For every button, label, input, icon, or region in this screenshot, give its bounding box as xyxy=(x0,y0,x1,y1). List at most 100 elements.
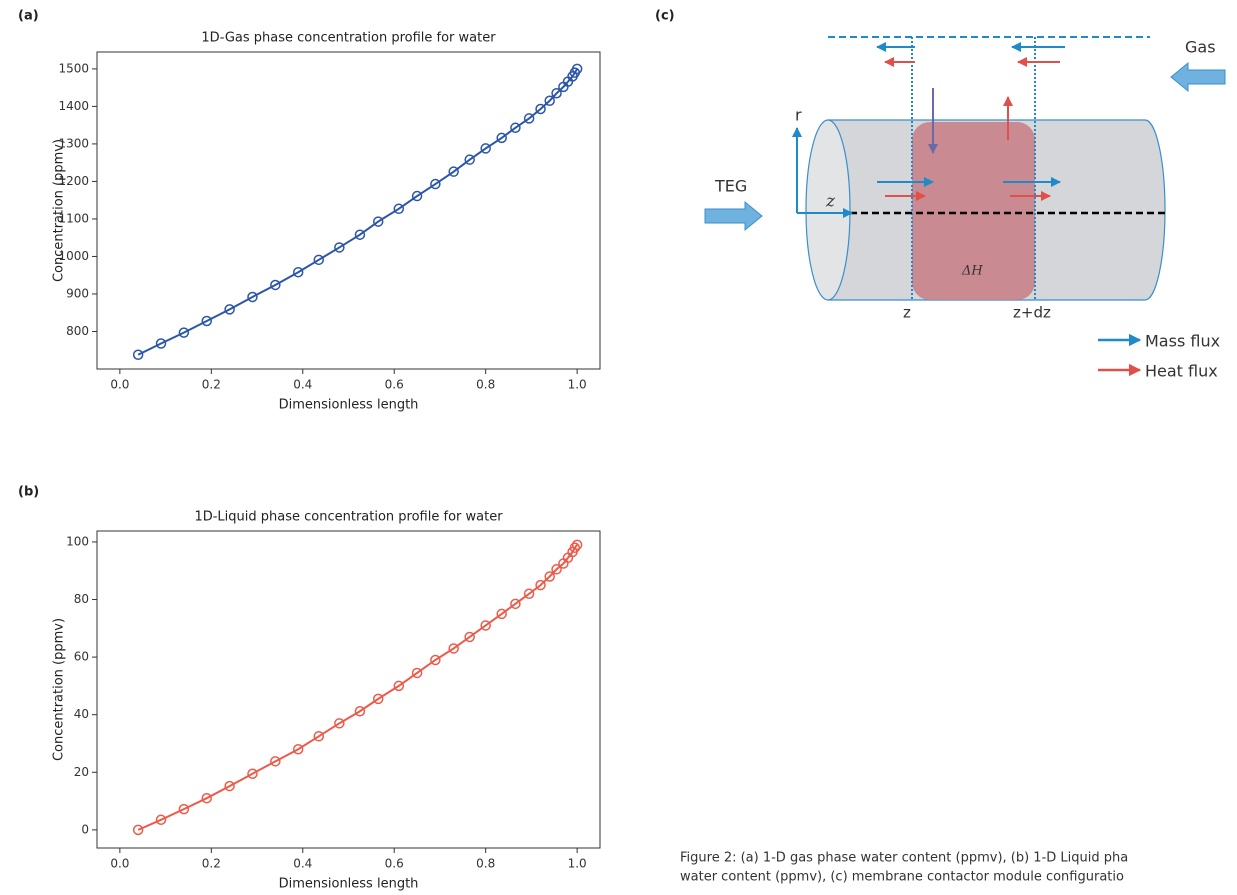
data-point xyxy=(510,598,521,610)
diagram: Gas r TEG z ΔH z z+dz Mass flux Heat flu… xyxy=(704,36,1226,381)
panel-label: (a) xyxy=(18,9,39,24)
x-tick-label: 0.4 xyxy=(293,378,312,392)
data-point xyxy=(372,216,384,227)
caption-line: Figure 2: (a) 1-D gas phase water conten… xyxy=(680,851,1128,866)
data-point xyxy=(510,122,521,134)
data-point xyxy=(247,768,258,779)
x-tick-label: 0.0 xyxy=(110,857,129,871)
data-point xyxy=(448,643,459,654)
data-point xyxy=(523,113,535,124)
data-point xyxy=(354,229,366,240)
data-point xyxy=(354,705,366,717)
data-point xyxy=(480,620,491,631)
y-tick-label: 40 xyxy=(74,707,89,721)
data-point xyxy=(464,631,475,643)
data-point xyxy=(551,564,562,575)
data-point xyxy=(247,291,258,303)
y-tick-label: 1300 xyxy=(58,136,89,150)
chart-title: 1D-Gas phase concentration profile for w… xyxy=(201,31,496,46)
control-volume xyxy=(912,122,1035,300)
y-tick-label: 20 xyxy=(74,765,89,779)
data-point xyxy=(224,780,235,792)
data-point xyxy=(496,132,507,144)
data-point xyxy=(393,680,405,692)
zdz-label: z+dz xyxy=(1013,304,1051,322)
x-tick-label: 1.0 xyxy=(568,378,587,392)
data-point xyxy=(480,143,491,154)
gas-label: Gas xyxy=(1185,38,1216,57)
y-tick-label: 900 xyxy=(66,286,89,300)
z-label: z xyxy=(903,304,911,322)
data-point xyxy=(523,588,535,600)
data-point xyxy=(544,571,555,582)
y-tick-label: 1000 xyxy=(58,249,89,263)
plot-frame xyxy=(96,530,601,849)
x-tick-label: 0.8 xyxy=(476,857,495,871)
y-tick-label: 1400 xyxy=(58,99,89,113)
y-tick-label: 60 xyxy=(74,650,89,664)
panel-label: (c) xyxy=(655,9,675,24)
y-tick-label: 1500 xyxy=(58,61,89,75)
y-tick-label: 800 xyxy=(66,324,89,338)
data-point xyxy=(132,349,144,360)
y-tick-label: 100 xyxy=(66,534,89,548)
data-point xyxy=(411,190,423,202)
data-point xyxy=(393,203,405,215)
x-axis-label: Dimensionless length xyxy=(279,877,419,892)
plot-frame xyxy=(96,51,601,370)
data-point xyxy=(535,103,546,115)
x-tick-label: 0.0 xyxy=(110,378,129,392)
data-point xyxy=(334,718,345,729)
y-tick-label: 0 xyxy=(81,822,89,836)
data-point xyxy=(464,154,475,165)
delta-h-label: ΔH xyxy=(961,264,983,279)
data-point xyxy=(372,693,384,705)
r-label: r xyxy=(795,106,802,125)
y-tick-label: 1200 xyxy=(58,174,89,188)
data-point xyxy=(224,304,235,315)
y-tick-label: 1100 xyxy=(58,211,89,225)
series-line xyxy=(137,544,578,831)
chart-title: 1D-Liquid phase concentration profile fo… xyxy=(194,510,503,525)
legend-mass: Mass flux xyxy=(1145,332,1220,351)
data-point xyxy=(571,539,583,551)
data-point xyxy=(178,327,190,338)
data-point xyxy=(411,667,423,679)
data-point xyxy=(448,166,459,177)
caption-line: water content (ppmv), (c) membrane conta… xyxy=(680,870,1124,885)
x-tick-label: 0.4 xyxy=(293,857,312,871)
data-point xyxy=(430,654,441,666)
data-point xyxy=(201,792,212,804)
data-point xyxy=(544,95,555,107)
x-tick-label: 0.6 xyxy=(385,857,404,871)
data-point xyxy=(313,731,325,742)
x-axis-label: Dimensionless length xyxy=(279,398,419,413)
data-point xyxy=(334,242,345,253)
data-point xyxy=(155,338,167,349)
data-point xyxy=(132,824,144,836)
data-point xyxy=(270,756,281,767)
data-point xyxy=(430,178,441,190)
data-point xyxy=(535,579,546,591)
data-point xyxy=(292,743,304,755)
z-axis-label: z xyxy=(825,192,836,212)
data-point xyxy=(571,63,583,75)
y-axis-label: Concentration (ppmv) xyxy=(52,139,67,282)
series-line xyxy=(137,68,578,356)
teg-arrow xyxy=(704,200,763,232)
data-point xyxy=(569,542,581,553)
data-point xyxy=(496,608,507,620)
data-point xyxy=(313,254,325,266)
data-point xyxy=(551,88,562,99)
x-tick-label: 0.6 xyxy=(385,378,404,392)
y-axis-label: Concentration (ppmv) xyxy=(52,618,67,761)
gas-arrow xyxy=(1170,61,1226,93)
data-point xyxy=(292,266,304,278)
panel-label: (b) xyxy=(18,485,39,500)
data-point xyxy=(178,803,190,815)
x-tick-label: 0.2 xyxy=(202,857,221,871)
y-tick-label: 80 xyxy=(74,592,89,606)
teg-label: TEG xyxy=(714,177,747,196)
